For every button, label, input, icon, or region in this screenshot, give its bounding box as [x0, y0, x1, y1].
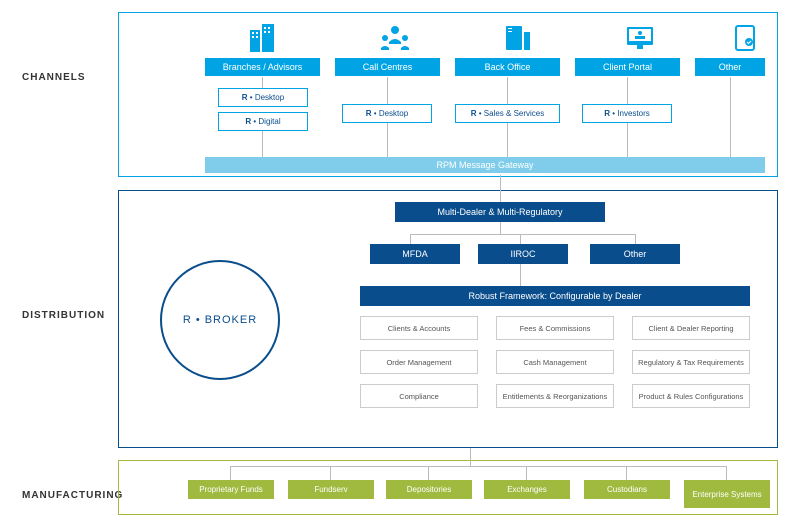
mfg-fundserv: Fundserv [288, 480, 374, 499]
channel-other: Other [695, 58, 765, 76]
mfg-custodians: Custodians [584, 480, 670, 499]
module-compliance: Compliance [360, 384, 478, 408]
regulator-iiroc: IIROC [478, 244, 568, 264]
module-entitlements: Entitlements & Reorganizations [496, 384, 614, 408]
mfg-depositories: Depositories [386, 480, 472, 499]
sub-call-desktop: R • Desktop [342, 104, 432, 123]
rpm-gateway: RPM Message Gateway [205, 157, 765, 173]
channel-back-office: Back Office [455, 58, 560, 76]
tablet-icon [730, 22, 760, 54]
channel-call-centres: Call Centres [335, 58, 440, 76]
module-reporting: Client & Dealer Reporting [632, 316, 750, 340]
server-icon [498, 22, 538, 54]
broker-brand: R • BROKER [160, 260, 280, 380]
sub-back-sales: R • Sales & Services [455, 104, 560, 123]
sub-branches-desktop: R • Desktop [218, 88, 308, 107]
module-order-mgmt: Order Management [360, 350, 478, 374]
regulator-mfda: MFDA [370, 244, 460, 264]
mfg-proprietary: Proprietary Funds [188, 480, 274, 499]
section-label-manufacturing: MANUFACTURING [22, 490, 123, 501]
sub-portal-investors: R • Investors [582, 104, 672, 123]
module-regulatory-tax: Regulatory & Tax Requirements [632, 350, 750, 374]
multi-dealer-header: Multi-Dealer & Multi-Regulatory [395, 202, 605, 222]
monitor-icon [620, 22, 660, 54]
channel-branches: Branches / Advisors [205, 58, 320, 76]
module-fees: Fees & Commissions [496, 316, 614, 340]
sub-branches-digital: R • Digital [218, 112, 308, 131]
channel-client-portal: Client Portal [575, 58, 680, 76]
building-icon [242, 22, 282, 54]
mfg-enterprise: Enterprise Systems [684, 480, 770, 508]
channels-panel [118, 12, 778, 177]
module-clients-accounts: Clients & Accounts [360, 316, 478, 340]
people-icon [375, 22, 415, 54]
module-product-rules: Product & Rules Configurations [632, 384, 750, 408]
regulator-other: Other [590, 244, 680, 264]
framework-header: Robust Framework: Configurable by Dealer [360, 286, 750, 306]
section-label-distribution: DISTRIBUTION [22, 310, 105, 321]
mfg-exchanges: Exchanges [484, 480, 570, 499]
module-cash-mgmt: Cash Management [496, 350, 614, 374]
section-label-channels: CHANNELS [22, 72, 86, 83]
